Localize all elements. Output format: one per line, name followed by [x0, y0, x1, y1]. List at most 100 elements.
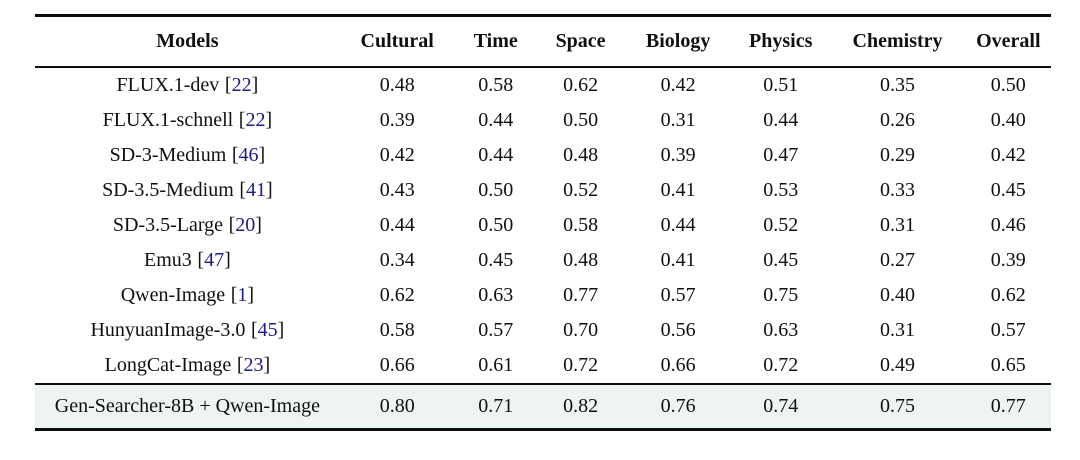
cell-chemistry: 0.49 — [880, 354, 916, 376]
cell-chemistry: 0.31 — [880, 214, 916, 236]
cell-physics: 0.51 — [763, 74, 799, 96]
cell-overall: 0.65 — [990, 354, 1026, 376]
cell-chemistry: 0.26 — [880, 109, 916, 131]
cell-cultural: 0.39 — [379, 109, 415, 131]
cell-biology: 0.76 — [624, 383, 732, 430]
table-row: Emu3 [47] 0.34 0.45 0.48 0.41 0.45 0.27 0… — [35, 243, 1051, 278]
cell-chemistry: 0.33 — [880, 179, 916, 201]
cell-space: 0.82 — [536, 383, 625, 430]
cell-biology: 0.39 — [660, 144, 696, 166]
column-header-physics: Physics — [731, 15, 830, 68]
table-row: Qwen-Image [1] 0.62 0.63 0.77 0.57 0.75 0… — [35, 278, 1051, 313]
citation-link[interactable]: 23 — [243, 354, 264, 376]
cell-biology: 0.66 — [660, 354, 696, 376]
citation-link[interactable]: 22 — [231, 74, 252, 96]
cell-biology: 0.41 — [660, 179, 696, 201]
cell-cultural: 0.58 — [379, 319, 415, 341]
cell-chemistry: 0.35 — [880, 74, 916, 96]
citation: [1] — [230, 284, 255, 306]
cell-space: 0.52 — [563, 179, 599, 201]
cell-overall: 0.50 — [990, 74, 1026, 96]
model-name: FLUX.1-schnell — [102, 109, 234, 131]
cell-overall: 0.57 — [990, 319, 1026, 341]
citation-link[interactable]: 45 — [257, 319, 278, 341]
column-header-time: Time — [454, 15, 537, 68]
cell-model: Gen-Searcher-8B + Qwen-Image — [35, 383, 340, 430]
benchmark-results-table: Models Cultural Time Space Biology Physi… — [35, 14, 1051, 431]
cell-model: Emu3 [47] — [35, 243, 340, 278]
table-row: FLUX.1-dev [22] 0.48 0.58 0.62 0.42 0.51 … — [35, 67, 1051, 103]
model-name: SD-3.5-Medium — [102, 179, 234, 201]
cell-model: Qwen-Image [1] — [35, 278, 340, 313]
cell-time: 0.57 — [478, 319, 514, 341]
cell-physics: 0.52 — [763, 214, 799, 236]
citation-link[interactable]: 47 — [204, 249, 225, 271]
cell-time: 0.50 — [478, 214, 514, 236]
citation: [23] — [236, 354, 271, 376]
citation-link[interactable]: 1 — [237, 284, 248, 306]
column-header-cultural: Cultural — [339, 15, 455, 68]
cell-physics: 0.72 — [763, 354, 799, 376]
cell-time: 0.50 — [478, 179, 514, 201]
citation-link[interactable]: 22 — [245, 109, 266, 131]
cell-biology: 0.57 — [660, 284, 696, 306]
cell-physics: 0.75 — [763, 284, 799, 306]
cell-chemistry: 0.40 — [880, 284, 916, 306]
table-header-row: Models Cultural Time Space Biology Physi… — [35, 15, 1051, 68]
table-row: SD-3.5-Large [20] 0.44 0.50 0.58 0.44 0.5… — [35, 208, 1051, 243]
cell-overall: 0.62 — [990, 284, 1026, 306]
cell-time: 0.45 — [478, 249, 514, 271]
cell-time: 0.63 — [478, 284, 514, 306]
table-row: SD-3-Medium [46] 0.42 0.44 0.48 0.39 0.47… — [35, 138, 1051, 173]
cell-cultural: 0.34 — [379, 249, 415, 271]
citation: [45] — [251, 319, 285, 341]
cell-overall: 0.40 — [990, 109, 1026, 131]
model-name: FLUX.1-dev — [116, 74, 220, 96]
cell-model: SD-3.5-Large [20] — [35, 208, 340, 243]
cell-model: FLUX.1-dev [22] — [35, 67, 340, 103]
cell-biology: 0.31 — [660, 109, 696, 131]
citation: [47] — [197, 249, 231, 271]
cell-physics: 0.47 — [763, 144, 799, 166]
cell-time: 0.61 — [478, 354, 514, 376]
cell-overall: 0.42 — [990, 144, 1026, 166]
cell-space: 0.70 — [563, 319, 599, 341]
citation: [22] — [224, 74, 259, 96]
table-row: FLUX.1-schnell [22] 0.39 0.44 0.50 0.31 0… — [35, 103, 1051, 138]
cell-space: 0.48 — [563, 144, 599, 166]
cell-overall: 0.39 — [990, 249, 1026, 271]
citation: [41] — [239, 179, 273, 201]
cell-space: 0.72 — [563, 354, 599, 376]
model-name: SD-3-Medium — [109, 144, 227, 166]
cell-cultural: 0.44 — [379, 214, 415, 236]
cell-model: LongCat-Image [23] — [35, 348, 340, 384]
citation: [20] — [228, 214, 262, 236]
paper-results-page: Models Cultural Time Space Biology Physi… — [0, 14, 1080, 460]
cell-chemistry: 0.29 — [880, 144, 916, 166]
cell-cultural: 0.80 — [339, 383, 455, 430]
cell-space: 0.58 — [563, 214, 599, 236]
cell-model: SD-3-Medium [46] — [35, 138, 340, 173]
citation-link[interactable]: 41 — [246, 179, 267, 201]
cell-physics: 0.45 — [763, 249, 799, 271]
cell-physics: 0.44 — [763, 109, 799, 131]
model-name: HunyuanImage-3.0 — [90, 319, 246, 341]
cell-space: 0.62 — [563, 74, 599, 96]
column-header-space: Space — [536, 15, 625, 68]
column-header-biology: Biology — [624, 15, 732, 68]
citation-link[interactable]: 20 — [235, 214, 256, 236]
column-header-models: Models — [35, 15, 340, 68]
cell-overall: 0.45 — [990, 179, 1026, 201]
cell-time: 0.71 — [454, 383, 537, 430]
cell-physics: 0.63 — [763, 319, 799, 341]
cell-space: 0.48 — [563, 249, 599, 271]
cell-model: FLUX.1-schnell [22] — [35, 103, 340, 138]
citation-link[interactable]: 46 — [238, 144, 259, 166]
cell-space: 0.50 — [563, 109, 599, 131]
cell-cultural: 0.66 — [379, 354, 415, 376]
table-row: HunyuanImage-3.0 [45] 0.58 0.57 0.70 0.56… — [35, 313, 1051, 348]
cell-space: 0.77 — [563, 284, 599, 306]
cell-model: SD-3.5-Medium [41] — [35, 173, 340, 208]
cell-cultural: 0.62 — [379, 284, 415, 306]
table-row: SD-3.5-Medium [41] 0.43 0.50 0.52 0.41 0.… — [35, 173, 1051, 208]
